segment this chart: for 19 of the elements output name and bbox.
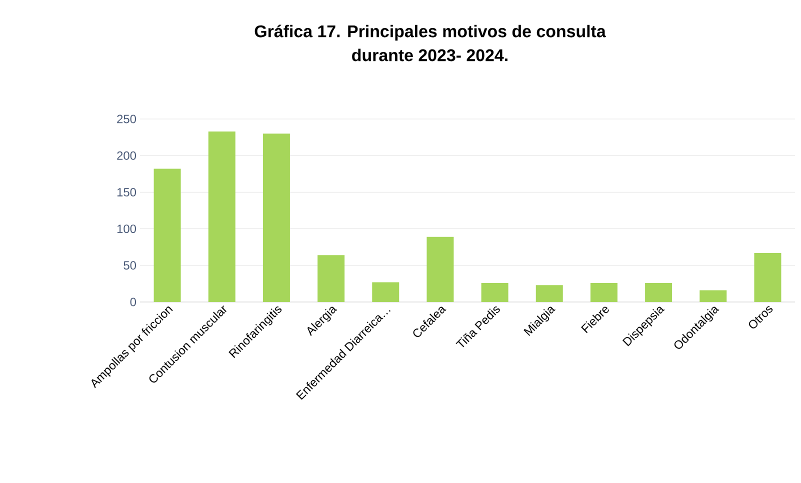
bar [208, 131, 236, 302]
bar [536, 285, 563, 302]
bar [754, 252, 782, 302]
y-tick-label: 100 [117, 224, 136, 234]
bar [481, 282, 508, 302]
bar [700, 290, 727, 302]
chart-title: Gráfica 17. Principales motivos de consulta durante 2023- 2024. [254, 24, 606, 62]
bar [372, 282, 400, 302]
bar [645, 282, 672, 302]
bar [590, 282, 618, 302]
y-tick-label: 250 [117, 114, 136, 124]
y-tick-label: 200 [117, 151, 136, 160]
y-tick-label: 50 [124, 261, 136, 270]
y-tick-label: 0 [130, 298, 136, 306]
bar [318, 255, 345, 302]
bar [154, 168, 181, 302]
bar [426, 236, 454, 302]
bar [262, 134, 290, 302]
y-tick-label: 150 [117, 188, 136, 196]
